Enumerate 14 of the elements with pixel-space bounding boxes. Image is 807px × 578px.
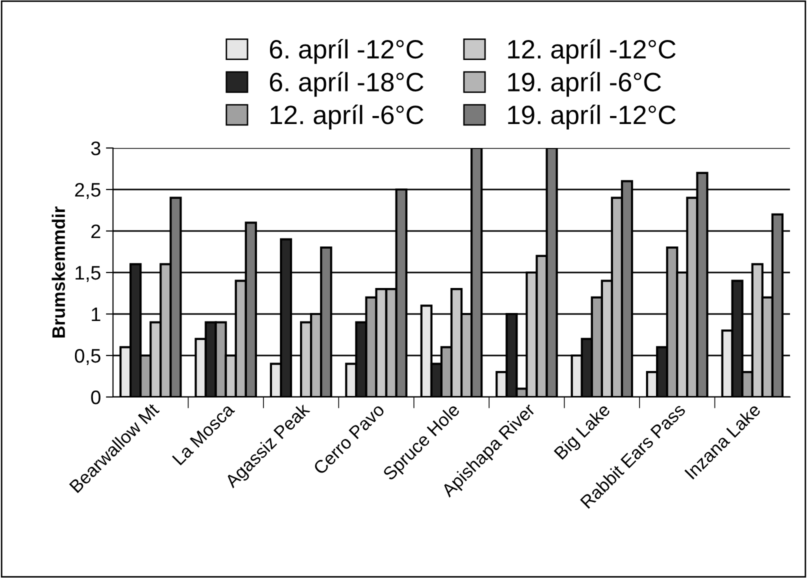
legend-label: 19. apríl -12°C — [508, 104, 676, 130]
y-tick-label: 1 — [92, 308, 100, 322]
y-tick-label: 0 — [91, 390, 100, 404]
y-tick-label: 0,5 — [74, 348, 100, 366]
legend-label: 19. apríl -6°C — [508, 72, 661, 97]
y-tick-label: 2 — [91, 224, 100, 238]
y-tick-label: 3 — [91, 141, 100, 156]
y-tick-label: 1,5 — [76, 266, 100, 282]
legend-label: 12. apríl -6°C — [270, 104, 424, 130]
legend-label: 6. apríl -18°C — [270, 72, 424, 97]
y-tick-label: 2,5 — [75, 182, 100, 200]
legend-label: 12. apríl -12°C — [508, 38, 676, 64]
y-axis-title: Brumskemmdir — [52, 206, 66, 338]
legend-label: 6. apríl -12°C — [270, 38, 424, 64]
